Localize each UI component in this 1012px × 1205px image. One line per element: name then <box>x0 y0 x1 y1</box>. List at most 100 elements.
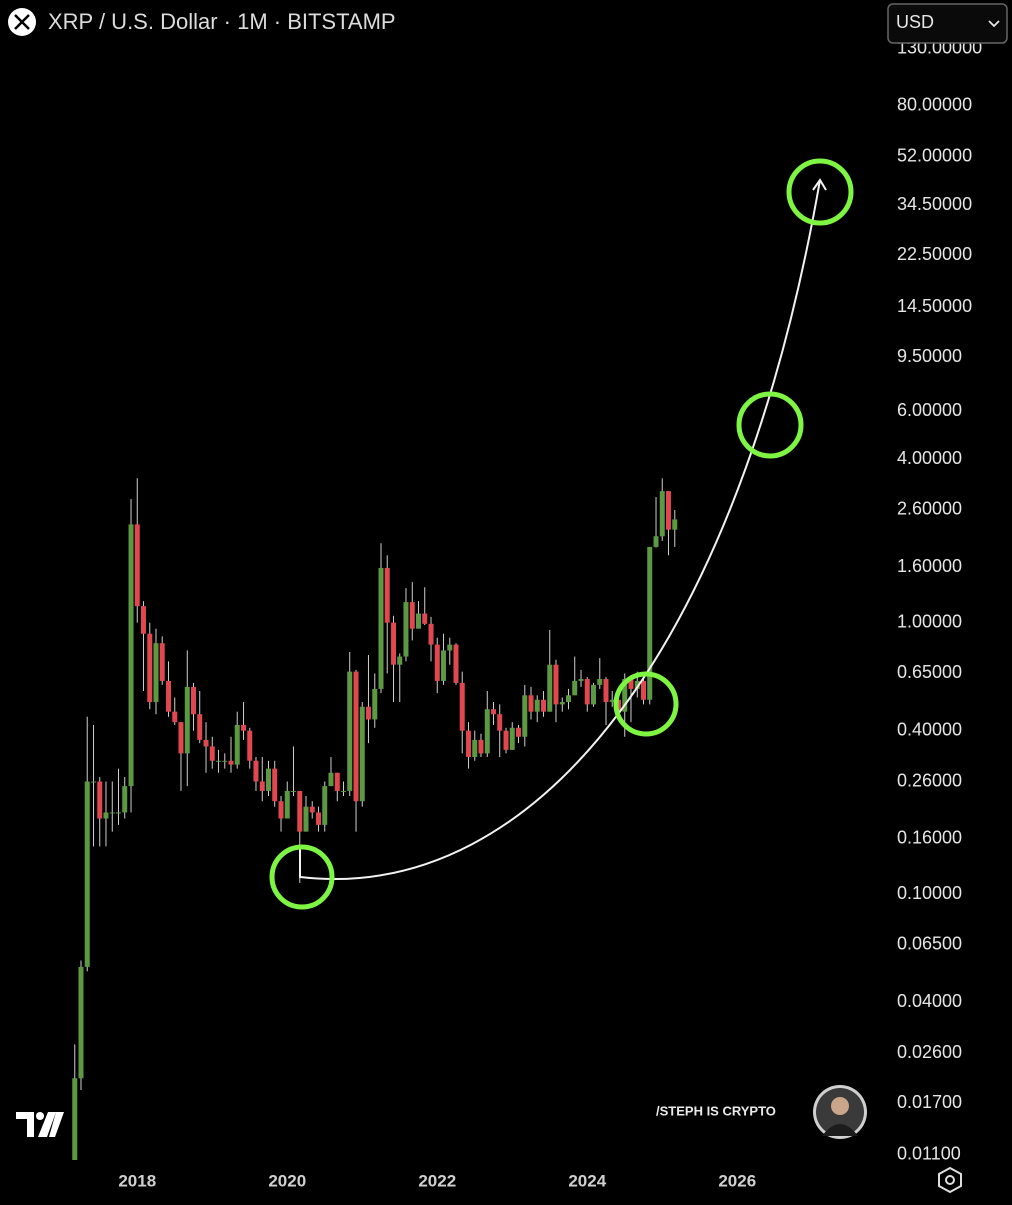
candle-body <box>109 812 115 814</box>
candle-body <box>509 727 515 750</box>
icon-x <box>14 14 30 30</box>
candle-body <box>416 613 421 629</box>
logo-part <box>16 1112 34 1137</box>
y-tick-label: 9.50000 <box>897 346 962 366</box>
candle-body <box>316 812 322 825</box>
x-tick-label: 2022 <box>418 1171 456 1190</box>
candle-body <box>228 760 234 765</box>
candle-body <box>434 644 440 681</box>
candle-body <box>597 679 603 685</box>
candle-body <box>290 790 296 792</box>
currency-select[interactable]: USD <box>887 3 1008 44</box>
candle-body <box>140 606 146 634</box>
y-tick-label: 0.65000 <box>897 662 962 682</box>
candle-body <box>578 679 584 681</box>
y-tick-label: 0.04000 <box>897 991 962 1011</box>
candle-body <box>447 644 453 651</box>
candle-body <box>147 633 153 703</box>
candle-body <box>78 966 84 1079</box>
gear-hole <box>945 1175 955 1185</box>
select-box[interactable] <box>887 3 1008 44</box>
candle-body <box>191 686 196 715</box>
settings-button[interactable] <box>938 1166 962 1194</box>
candle-body <box>659 491 665 537</box>
candle-body <box>628 679 634 689</box>
candle-body <box>116 812 121 814</box>
y-tick-label: 52.00000 <box>897 145 972 165</box>
candle-body <box>359 706 365 802</box>
gear-outline[interactable] <box>938 1166 962 1194</box>
candle-body <box>309 806 315 813</box>
candle-body <box>365 706 371 720</box>
header-bar <box>0 0 885 45</box>
candle-body <box>634 680 640 689</box>
candle-body <box>522 695 528 737</box>
candle-body <box>103 812 109 819</box>
candle-body <box>534 699 540 712</box>
logo-part <box>36 1112 44 1120</box>
candle-body <box>215 760 221 762</box>
y-tick-label: 0.40000 <box>897 719 962 739</box>
candle-body <box>466 730 472 758</box>
candle-body <box>453 644 459 683</box>
candle-body <box>297 790 303 832</box>
highlight-circle <box>786 158 854 226</box>
y-tick-label: 0.16000 <box>897 828 962 848</box>
candle-body <box>328 772 334 787</box>
candle-body <box>241 724 247 731</box>
candle-body <box>272 768 278 802</box>
candle-body <box>584 679 590 705</box>
candle-body <box>553 664 559 705</box>
candle-body <box>403 602 409 657</box>
candle-body <box>234 724 240 765</box>
candle-body <box>491 709 496 715</box>
x-tick-label: 2026 <box>718 1171 756 1190</box>
candle-body <box>559 702 565 705</box>
candle-body <box>278 801 284 819</box>
candle-body <box>84 781 90 967</box>
candle-body <box>178 722 184 754</box>
candle-body <box>372 688 378 720</box>
candle-body <box>253 760 259 782</box>
candle-body <box>172 711 178 723</box>
candle-body <box>572 680 578 696</box>
candle-body <box>303 806 309 832</box>
trend-curve <box>299 179 821 880</box>
candle-body <box>503 730 509 750</box>
candle-body <box>97 781 103 819</box>
highlight-circle <box>613 671 679 737</box>
chevron <box>988 20 1000 28</box>
y-tick-label: 1.00000 <box>897 611 962 631</box>
candle-body <box>166 680 172 712</box>
candle-body <box>347 671 353 791</box>
candle-body <box>391 622 397 665</box>
candle-body <box>322 786 328 825</box>
candle-body <box>153 643 159 703</box>
currency-label: USD <box>896 12 934 32</box>
candle-body <box>91 781 97 783</box>
candle-body <box>247 730 253 761</box>
candle-body <box>653 536 659 547</box>
candle-body <box>603 679 609 703</box>
candle-body <box>397 656 403 665</box>
y-tick-label: 14.50000 <box>897 296 972 316</box>
y-tick-label: 4.00000 <box>897 448 962 468</box>
plot-area <box>72 478 678 1160</box>
y-tick-label: 0.26000 <box>897 770 962 790</box>
candle-body <box>134 524 140 607</box>
axes: 130.0000080.0000052.0000034.5000022.5000… <box>118 37 982 1190</box>
candle-body <box>72 1078 78 1160</box>
y-tick-label: 0.02600 <box>897 1042 962 1062</box>
candle-body <box>259 781 265 791</box>
candle-body <box>159 643 165 681</box>
candle-body <box>528 695 534 712</box>
candle-body <box>515 727 521 737</box>
y-tick-label: 2.60000 <box>897 499 962 519</box>
y-tick-label: 22.50000 <box>897 244 972 264</box>
candle-body <box>203 739 209 747</box>
avatar-face <box>831 1097 849 1115</box>
candle-body <box>284 790 290 819</box>
candle-body <box>547 664 553 712</box>
